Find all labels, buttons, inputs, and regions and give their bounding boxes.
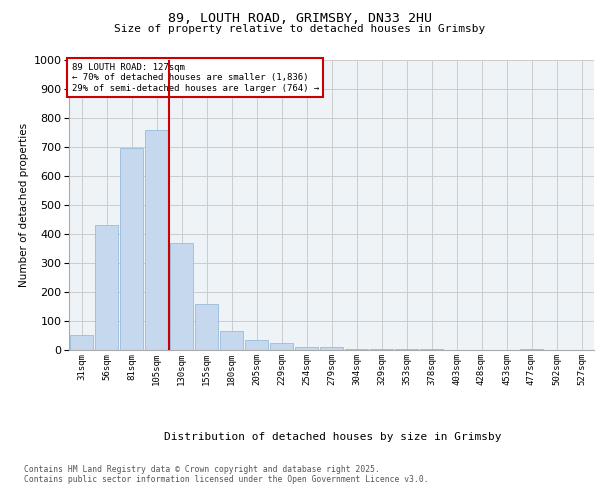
Bar [119, 148, 143, 350]
Text: Distribution of detached houses by size in Grimsby: Distribution of detached houses by size … [164, 432, 502, 442]
Bar [220, 331, 244, 350]
Bar [70, 335, 94, 350]
Y-axis label: Number of detached properties: Number of detached properties [19, 123, 29, 287]
Bar [95, 226, 118, 350]
Bar [170, 242, 193, 350]
Bar [320, 347, 343, 350]
Bar [145, 130, 169, 350]
Text: Contains public sector information licensed under the Open Government Licence v3: Contains public sector information licen… [24, 475, 428, 484]
Text: 89 LOUTH ROAD: 127sqm
← 70% of detached houses are smaller (1,836)
29% of semi-d: 89 LOUTH ROAD: 127sqm ← 70% of detached … [71, 63, 319, 92]
Bar [245, 340, 268, 350]
Text: Size of property relative to detached houses in Grimsby: Size of property relative to detached ho… [115, 24, 485, 34]
Bar [295, 346, 319, 350]
Bar [269, 343, 293, 350]
Text: Contains HM Land Registry data © Crown copyright and database right 2025.: Contains HM Land Registry data © Crown c… [24, 465, 380, 474]
Text: 89, LOUTH ROAD, GRIMSBY, DN33 2HU: 89, LOUTH ROAD, GRIMSBY, DN33 2HU [168, 12, 432, 26]
Bar [370, 349, 394, 350]
Bar [344, 348, 368, 350]
Bar [194, 304, 218, 350]
